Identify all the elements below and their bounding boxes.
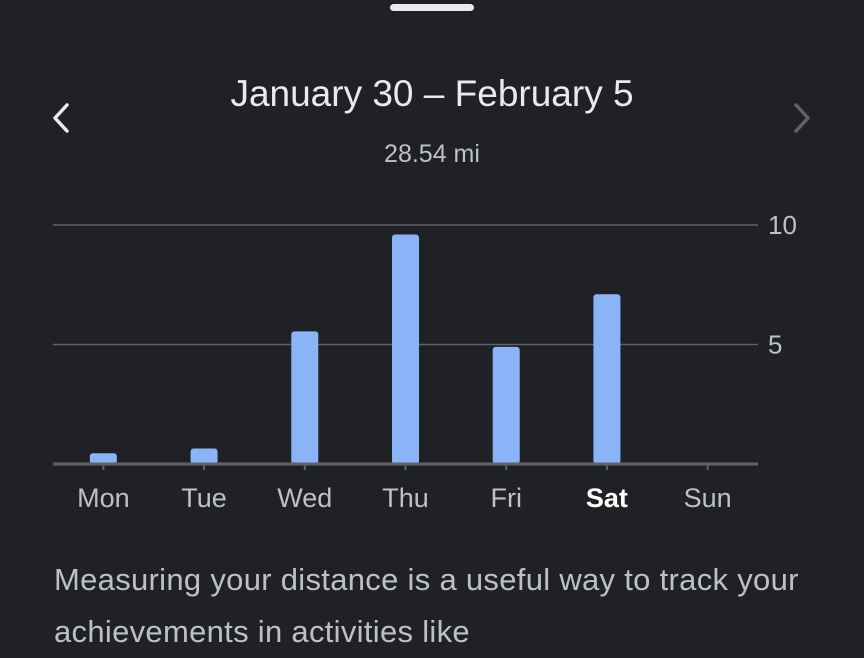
date-range-title: January 30 – February 5 — [230, 73, 634, 114]
day-label-wed[interactable]: Wed — [277, 483, 332, 513]
bar-wed[interactable] — [291, 331, 319, 464]
bar-sat[interactable] — [593, 294, 621, 464]
day-label-mon[interactable]: Mon — [77, 483, 130, 513]
day-label-sat[interactable]: Sat — [586, 483, 628, 513]
bar-mon[interactable] — [89, 453, 117, 464]
description-text: Measuring your distance is a useful way … — [54, 562, 799, 649]
weekly-distance-chart: 5 10 Mon Tue Wed Thu Fri Sat Sun — [53, 210, 797, 513]
next-week-button[interactable] — [782, 98, 822, 138]
chevron-right-icon — [794, 103, 810, 133]
total-distance: 28.54 mi — [384, 140, 480, 168]
previous-week-button[interactable] — [41, 98, 81, 138]
day-label-thu[interactable]: Thu — [382, 483, 429, 513]
chevron-left-icon — [53, 103, 69, 133]
drag-handle[interactable] — [390, 4, 474, 11]
y-tick-label: 5 — [768, 330, 782, 360]
bar-fri[interactable] — [492, 346, 520, 464]
y-tick-label: 10 — [768, 210, 797, 240]
day-label-fri[interactable]: Fri — [490, 483, 521, 513]
day-label-sun[interactable]: Sun — [684, 483, 732, 513]
bar-tue[interactable] — [190, 448, 218, 464]
day-label-tue[interactable]: Tue — [181, 483, 227, 513]
bar-thu[interactable] — [392, 234, 419, 464]
